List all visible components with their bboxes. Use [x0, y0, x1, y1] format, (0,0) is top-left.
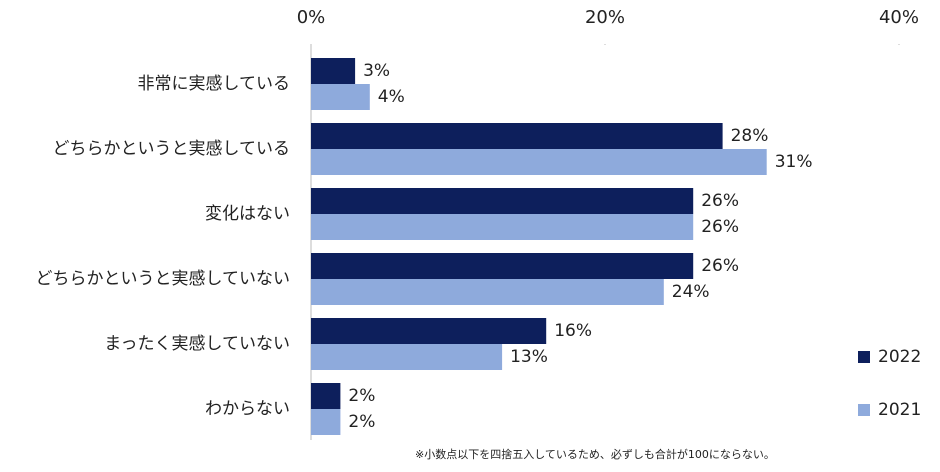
legend-label: 2021 — [878, 400, 921, 420]
category-label: どちらかというと実感していない — [36, 269, 291, 289]
value-label: 13% — [510, 347, 548, 367]
value-label: 28% — [731, 126, 769, 146]
category-label: どちらかというと実感している — [53, 139, 291, 159]
legend-label: 2022 — [878, 347, 921, 367]
bar — [311, 253, 694, 279]
bar — [311, 123, 723, 149]
category-label: わからない — [205, 399, 290, 419]
legend-swatch — [858, 351, 870, 363]
value-label: 31% — [775, 152, 813, 172]
value-label: 26% — [701, 256, 739, 276]
bar — [311, 383, 341, 409]
value-label: 26% — [701, 217, 739, 237]
bar — [311, 279, 664, 305]
category-label: まったく実感していない — [104, 334, 290, 354]
x-tick-label: 20% — [585, 7, 625, 28]
footnote: ※小数点以下を四捨五入しているため、必ずしも合計が100にならない。 — [415, 447, 775, 461]
x-tick-label: 0% — [297, 7, 326, 28]
value-label: 26% — [701, 191, 739, 211]
bar — [311, 149, 767, 175]
bar — [311, 58, 356, 84]
category-label: 非常に実感している — [138, 74, 291, 94]
bar — [311, 84, 370, 110]
value-label: 2% — [348, 412, 375, 432]
bar — [311, 344, 503, 370]
legend-swatch — [858, 404, 870, 416]
x-tick-label: 40% — [879, 7, 919, 28]
bar — [311, 188, 694, 214]
category-label: 変化はない — [205, 204, 290, 224]
value-label: 16% — [554, 321, 592, 341]
bar — [311, 214, 694, 240]
value-label: 3% — [363, 61, 390, 81]
value-label: 4% — [378, 87, 405, 107]
value-label: 24% — [672, 282, 710, 302]
bar — [311, 318, 547, 344]
bar — [311, 409, 341, 435]
value-label: 2% — [348, 386, 375, 406]
